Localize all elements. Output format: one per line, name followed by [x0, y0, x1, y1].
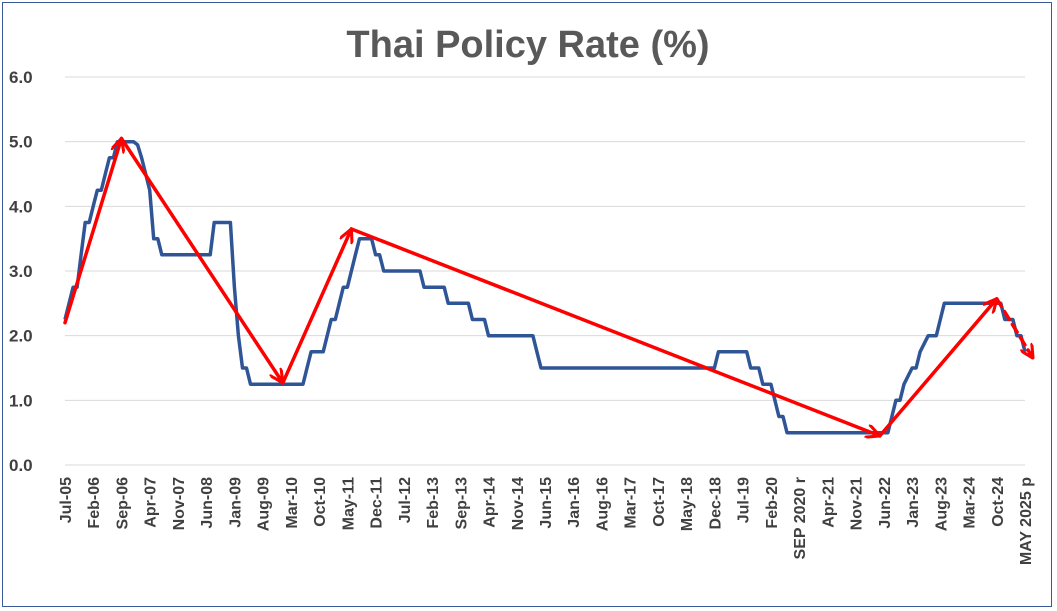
x-tick-label: Apr-07	[143, 477, 160, 528]
trend-arrow	[281, 229, 352, 385]
x-tick-label: Sep-06	[114, 477, 131, 530]
x-tick-label: Feb-13	[425, 477, 442, 529]
x-tick-label: Oct-17	[651, 477, 668, 527]
x-tick-label: Jun-08	[199, 477, 216, 529]
x-tick-label: Jul-05	[58, 477, 75, 523]
x-tick-label: Nov-07	[171, 477, 188, 530]
x-tick-label: Nov-14	[510, 477, 527, 530]
y-tick-label: 5.0	[9, 133, 33, 152]
trend-arrows	[63, 136, 1033, 438]
trend-arrow	[995, 297, 1033, 358]
series-layer	[63, 139, 1027, 435]
x-tick-label: Mar-10	[284, 477, 301, 529]
x-tick-label: Apr-21	[820, 477, 837, 528]
series-line-policy-rate	[63, 139, 1027, 435]
x-tick-label: Jun-15	[538, 477, 555, 529]
x-tick-label: MAY 2025 p	[1018, 477, 1035, 565]
x-tick-label: Aug-23	[933, 477, 950, 531]
x-tick-label: May-18	[679, 477, 696, 531]
x-tick-label: Oct-10	[312, 477, 329, 527]
chart-canvas: Thai Policy Rate (%) 0.0 1.0 2.0 3.0 4.0 5.0 6…	[9, 24, 1035, 565]
y-tick-label: 0.0	[9, 456, 33, 475]
x-tick-label: Feb-20	[764, 477, 781, 529]
x-tick-label: Aug-09	[256, 477, 273, 531]
x-tick-label: Feb-06	[86, 477, 103, 529]
x-tick-label: Aug-16	[594, 477, 611, 531]
x-tick-label: Dec-18	[707, 477, 724, 530]
y-tick-label: 6.0	[9, 68, 33, 87]
y-axis-ticks: 0.0 1.0 2.0 3.0 4.0 5.0 6.0	[9, 68, 33, 475]
x-tick-label: Jan-16	[566, 477, 583, 528]
trend-arrow	[349, 227, 879, 436]
trend-arrow	[119, 136, 282, 382]
x-tick-label: Oct-24	[990, 477, 1007, 527]
x-tick-label: Mar-24	[962, 477, 979, 529]
gridlines	[65, 76, 1025, 466]
x-axis-ticks: Jul-05 Feb-06 Sep-06 Apr-07 Nov-07 Jun-08 Jan-…	[58, 477, 1035, 565]
trend-arrow	[63, 138, 121, 325]
trend-arrow	[878, 299, 997, 438]
y-tick-label: 1.0	[9, 391, 33, 410]
x-tick-label: May-11	[340, 477, 357, 530]
x-tick-label: Mar-17	[623, 477, 640, 529]
x-tick-label: Jun-22	[877, 477, 894, 529]
x-tick-label: Sep-13	[453, 477, 470, 530]
x-tick-label: Jul-12	[397, 477, 414, 523]
x-tick-label: Apr-14	[482, 477, 499, 528]
y-tick-label: 4.0	[9, 197, 33, 216]
x-tick-label: Jul-19	[736, 477, 753, 523]
y-tick-label: 3.0	[9, 262, 33, 281]
x-tick-label: Dec-11	[369, 477, 386, 529]
x-tick-label: Jan-09	[227, 477, 244, 528]
x-tick-label: Nov-21	[849, 477, 866, 530]
x-tick-label: SEP 2020 r	[792, 477, 809, 559]
chart-title: Thai Policy Rate (%)	[346, 24, 709, 66]
x-tick-label: Jan-23	[905, 477, 922, 528]
y-tick-label: 2.0	[9, 327, 33, 346]
